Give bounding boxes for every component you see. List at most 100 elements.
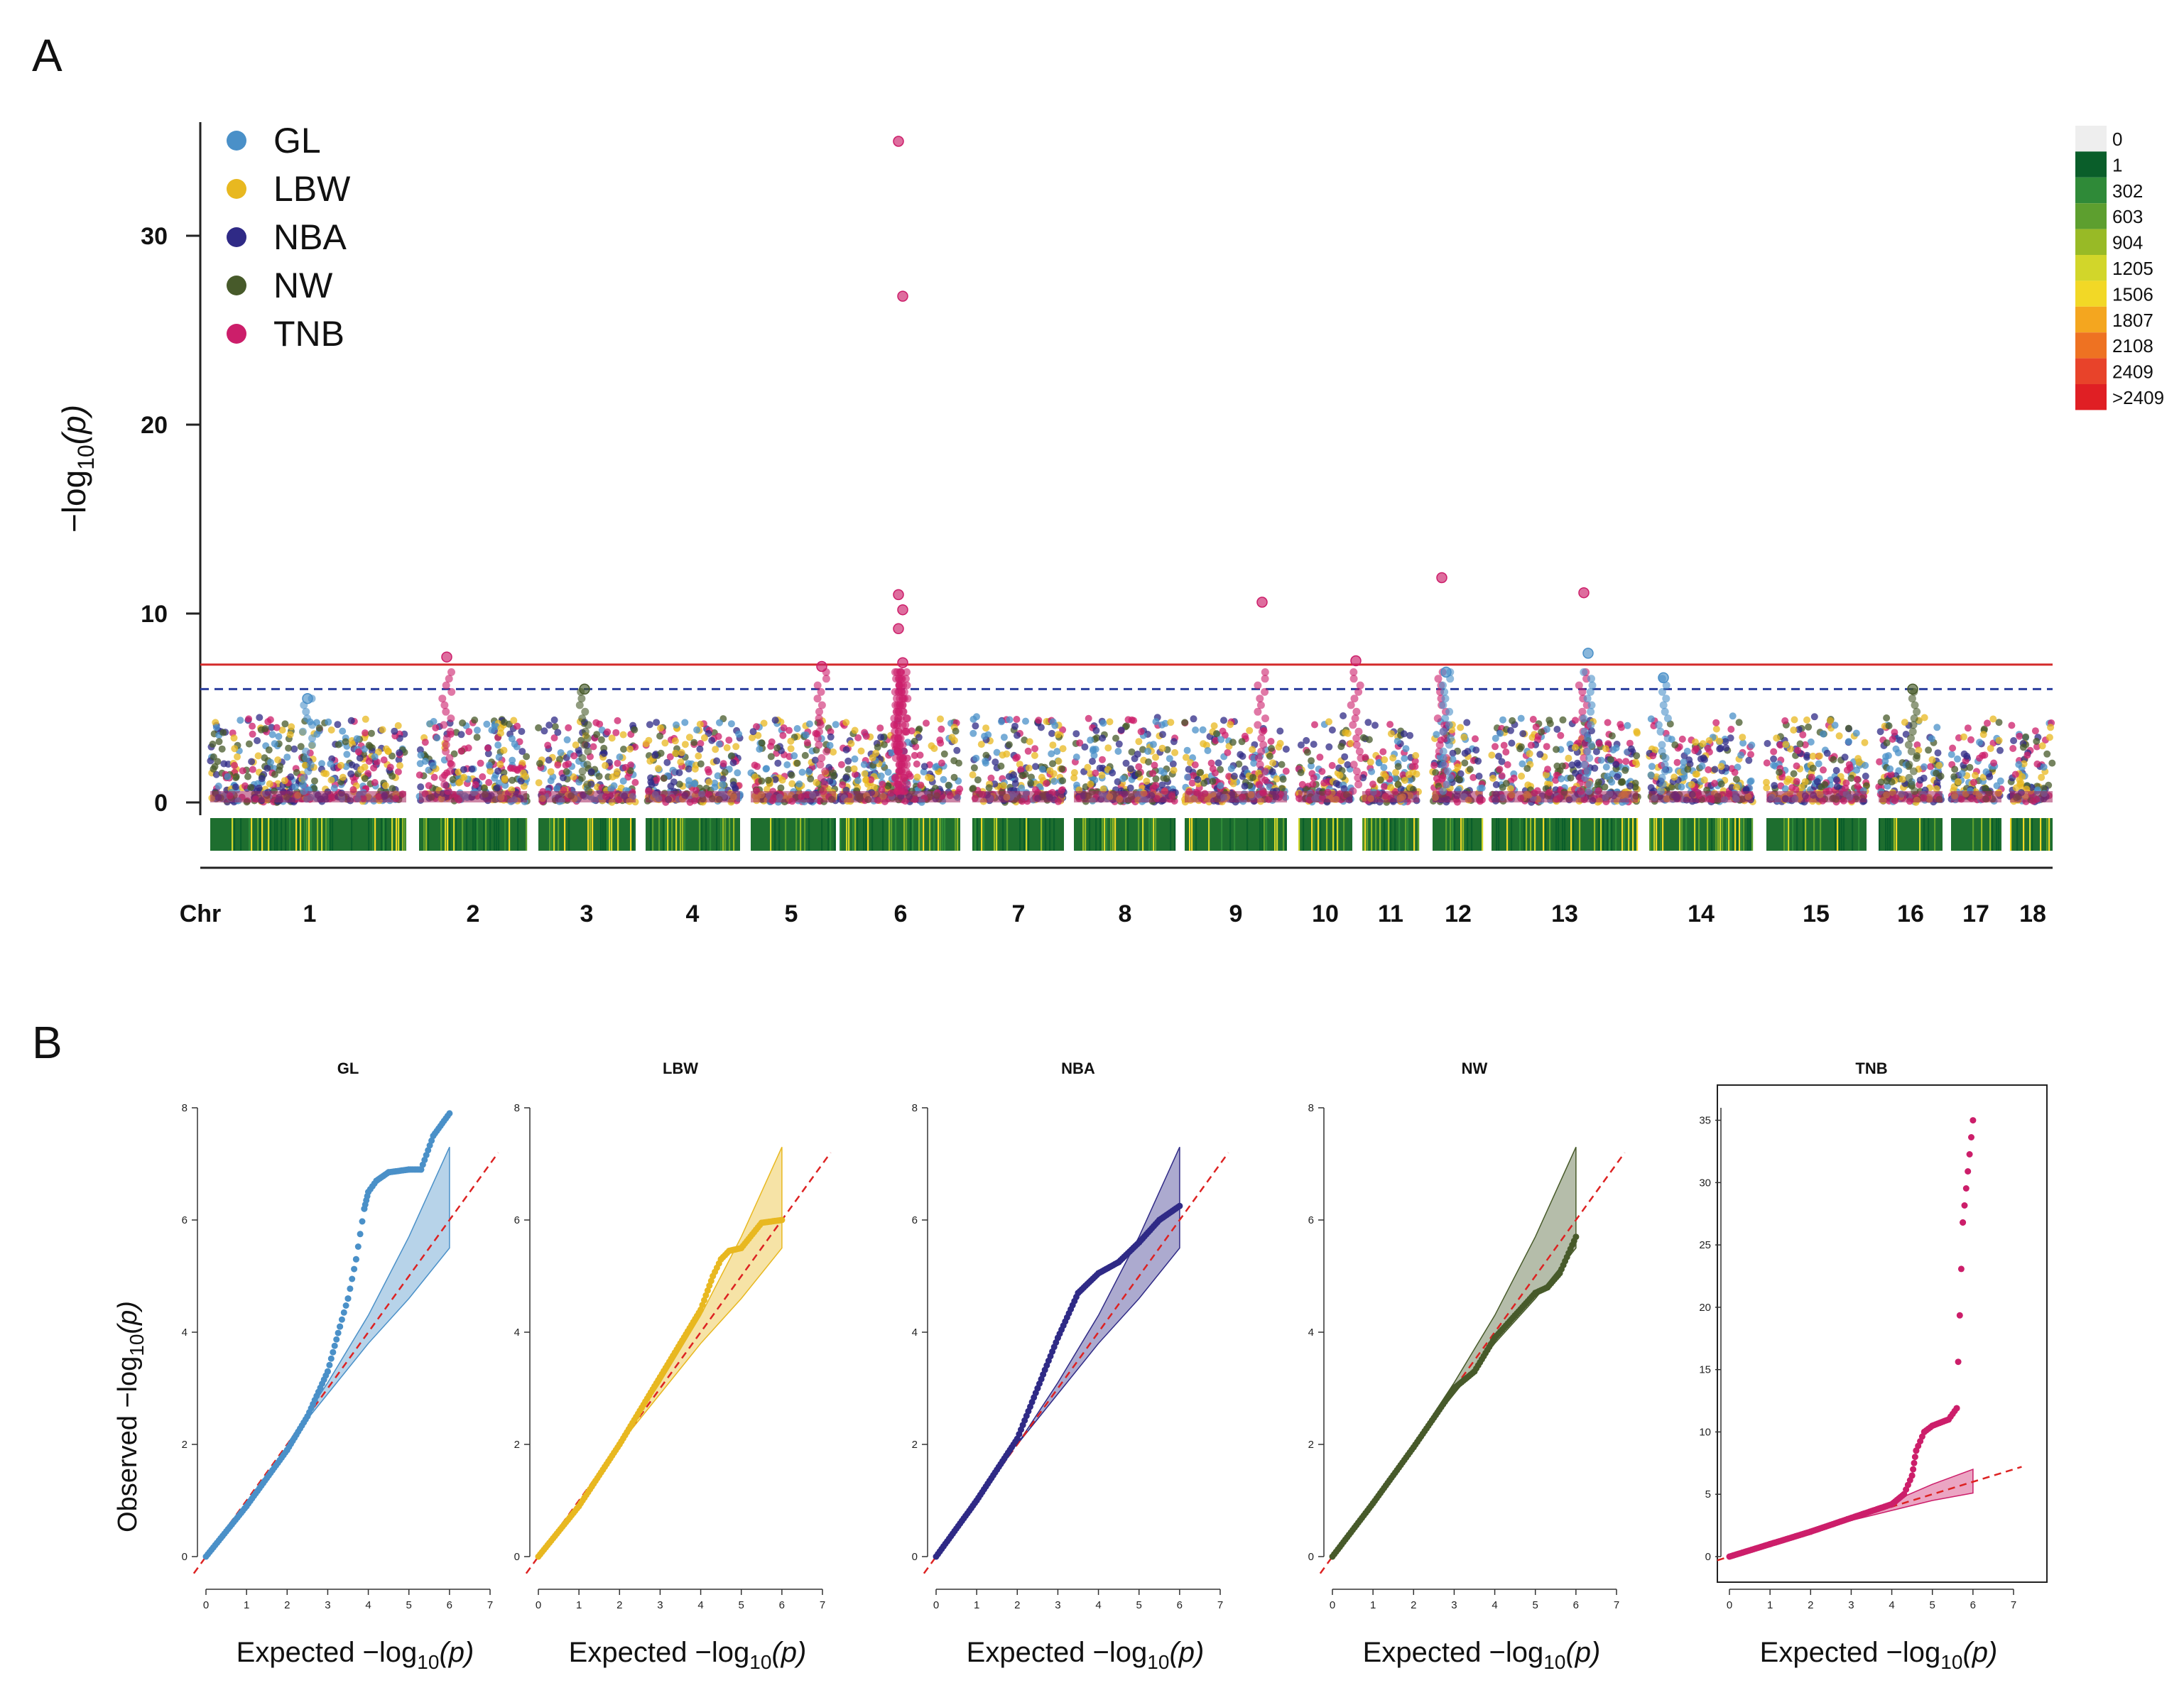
snp-point [1310,774,1318,782]
snp-point [1781,785,1789,793]
peak-column-point [817,687,825,696]
snp-point [1995,719,2003,726]
density-stripe [1285,818,1287,851]
snp-point [506,764,514,772]
density-stripe [449,818,451,851]
density-stripe [383,818,385,851]
snp-point [1050,778,1058,785]
snp-point [231,761,239,769]
snp-point [1087,736,1094,744]
density-stripe [1266,818,1268,851]
snp-point [287,773,295,780]
density-stripe [733,818,735,851]
peak-point [441,651,452,663]
snp-point [754,763,761,770]
peak-column-point [1909,721,1918,729]
snp-point [1269,759,1277,767]
snp-point [1449,756,1457,763]
density-stripe [1006,818,1009,851]
qq-x-tick-label: 1 [244,1599,249,1611]
snp-point [1279,775,1287,783]
density-stripe [1896,818,1898,851]
peak-column-point [1658,687,1666,696]
colorbar-label: 603 [2112,206,2143,227]
snp-point [1104,744,1112,752]
panel-label-a: A [32,30,63,81]
snp-point [1955,778,1962,785]
snp-point [1519,760,1526,768]
snp-point [1793,778,1800,785]
snp-point [1565,754,1572,762]
snp-point [1170,766,1178,774]
peak-column-point [1585,787,1593,795]
snp-point [1673,758,1681,766]
snp-point [760,719,768,727]
snp-point [1776,768,1783,776]
snp-point [621,763,629,771]
snp-point [426,720,433,728]
snp-point [1006,716,1014,724]
snp-point [1519,730,1527,738]
snp-point [1517,714,1525,722]
snp-point [1966,763,1974,771]
chr-label: 11 [1378,900,1403,927]
snp-point [1853,775,1861,783]
density-stripe [720,818,722,851]
snp-point [721,768,729,776]
density-stripe [617,818,619,851]
y-tick-label: 20 [141,412,168,439]
peak-column-point [1583,747,1592,756]
density-stripe [1320,818,1322,851]
snp-point [616,753,624,761]
snp-point [1492,781,1500,788]
snp-point [842,719,850,726]
snp-point [1507,726,1514,734]
density-stripe [1747,818,1749,851]
density-stripe [1600,818,1602,851]
peak-column-point [1261,668,1269,676]
snp-point [1607,756,1614,763]
snp-point [723,744,731,751]
peak-column-point [819,787,827,795]
peak-column-point [447,687,456,696]
snp-point [1043,780,1050,788]
density-stripe [1506,818,1509,851]
density-bar [1951,818,2001,851]
snp-point [1149,770,1157,778]
peak-column-point [1912,754,1920,762]
snp-point [514,722,521,730]
snp-point [1089,758,1096,766]
snp-point [647,778,655,786]
snp-point [590,743,597,751]
density-stripe [1450,818,1452,851]
peak-column-point [1583,767,1592,775]
snp-point [1122,759,1130,767]
snp-point [547,768,555,775]
peak-column-point [300,773,308,782]
snp-point [1618,724,1625,731]
snp-point [1182,753,1190,761]
snp-point [950,757,958,765]
density-stripe [1276,818,1278,851]
peak-column-point [1587,741,1595,749]
density-stripe [632,818,634,851]
snp-point [368,729,375,737]
density-stripe [564,818,566,851]
density-stripe [587,818,590,851]
qq-point [340,1309,347,1316]
snp-point [1558,775,1565,783]
snp-point [1325,718,1332,726]
qq-point [357,1231,364,1238]
snp-point [1099,734,1107,742]
snp-point [483,720,491,728]
snp-point [572,741,580,749]
density-stripe [1523,818,1526,851]
density-stripe [1549,818,1551,851]
peak-column-point [1585,780,1594,789]
density-stripe [1570,818,1572,851]
density-stripe [1545,818,1547,851]
baseline-band [972,791,1064,802]
peak-point [1256,597,1268,608]
